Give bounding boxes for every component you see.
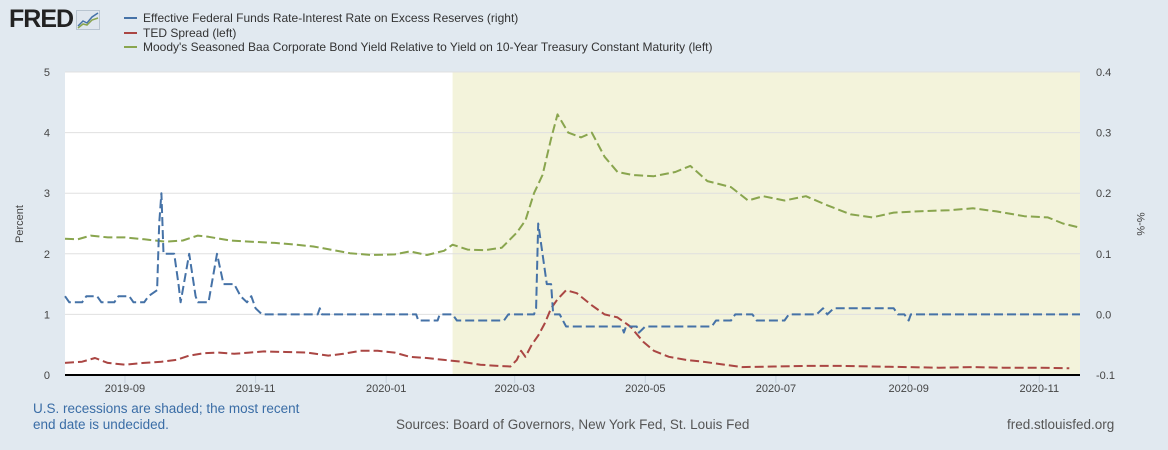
y-tick-label-left: 0 <box>44 370 50 382</box>
chart-legend: Effective Federal Funds Rate-Interest Ra… <box>124 11 713 55</box>
y-tick-label-right: 0.0 <box>1096 309 1111 321</box>
recession-note-line1: U.S. recessions are shaded; the most rec… <box>33 401 300 416</box>
y-tick-label-right: 0.1 <box>1096 249 1111 261</box>
fred-chart-icon <box>76 10 101 30</box>
legend-item-baa[interactable]: Moody's Seasoned Baa Corporate Bond Yiel… <box>124 40 713 55</box>
y-axis-right-title: %-% <box>1134 212 1146 235</box>
legend-item-ted[interactable]: TED Spread (left) <box>124 26 713 41</box>
recession-shade <box>452 72 1081 375</box>
series-line-baa-spread <box>64 113 1081 256</box>
y-tick-label-right: -0.1 <box>1096 370 1115 382</box>
y-tick-label-right: 0.3 <box>1096 128 1111 140</box>
y-tick-label-left: 1 <box>44 309 50 321</box>
legend-label: Moody's Seasoned Baa Corporate Bond Yiel… <box>143 40 713 54</box>
x-tick-label: 2020-09 <box>889 383 929 395</box>
fred-url-link[interactable]: fred.stlouisfed.org <box>1007 417 1115 432</box>
y-tick-label-right: 0.4 <box>1096 67 1111 79</box>
fred-logo-text: FRED <box>9 5 74 33</box>
x-tick-label: 2020-07 <box>756 383 796 395</box>
y-axis-left-title: Percent <box>14 205 26 243</box>
y-tick-label-left: 2 <box>44 249 50 261</box>
x-tick-label: 2020-01 <box>366 383 406 395</box>
legend-swatch-green <box>124 46 137 49</box>
series-line-ted-spread <box>64 289 1070 370</box>
legend-label: TED Spread (left) <box>143 25 237 40</box>
x-axis-ticks: 2019-09 2019-11 2020-01 2020-03 2020-05 2020-… <box>105 375 1059 395</box>
x-tick-label: 2019-09 <box>105 383 145 395</box>
x-tick-label: 2020-03 <box>494 383 534 395</box>
legend-swatch-blue <box>124 17 137 20</box>
y-axis-right: -0.1 0.0 0.1 0.2 0.3 0.4 <box>1096 67 1115 382</box>
sources-text: Sources: Board of Governors, New York Fe… <box>396 417 750 432</box>
legend-label: Effective Federal Funds Rate-Interest Ra… <box>143 11 519 25</box>
legend-item-effr[interactable]: Effective Federal Funds Rate-Interest Ra… <box>124 11 713 26</box>
series-line-effr <box>64 192 1080 334</box>
y-axis-left: 0 1 2 3 4 5 <box>44 67 50 382</box>
y-tick-label-right: 0.2 <box>1096 188 1111 200</box>
y-tick-label-left: 4 <box>44 128 50 140</box>
legend-swatch-red <box>124 31 137 34</box>
y-tick-label-left: 3 <box>44 188 50 200</box>
recession-note-line2: end date is undecided. <box>33 417 169 432</box>
recession-note: U.S. recessions are shaded; the most rec… <box>33 401 323 433</box>
x-tick-label: 2019-11 <box>236 383 276 395</box>
y-tick-label-left: 5 <box>44 67 50 79</box>
x-tick-label: 2020-05 <box>625 383 665 395</box>
series-lines <box>64 113 1081 370</box>
x-tick-label: 2020-11 <box>1020 383 1060 395</box>
fred-logo[interactable]: FRED <box>9 5 101 33</box>
gridlines <box>65 71 1080 315</box>
